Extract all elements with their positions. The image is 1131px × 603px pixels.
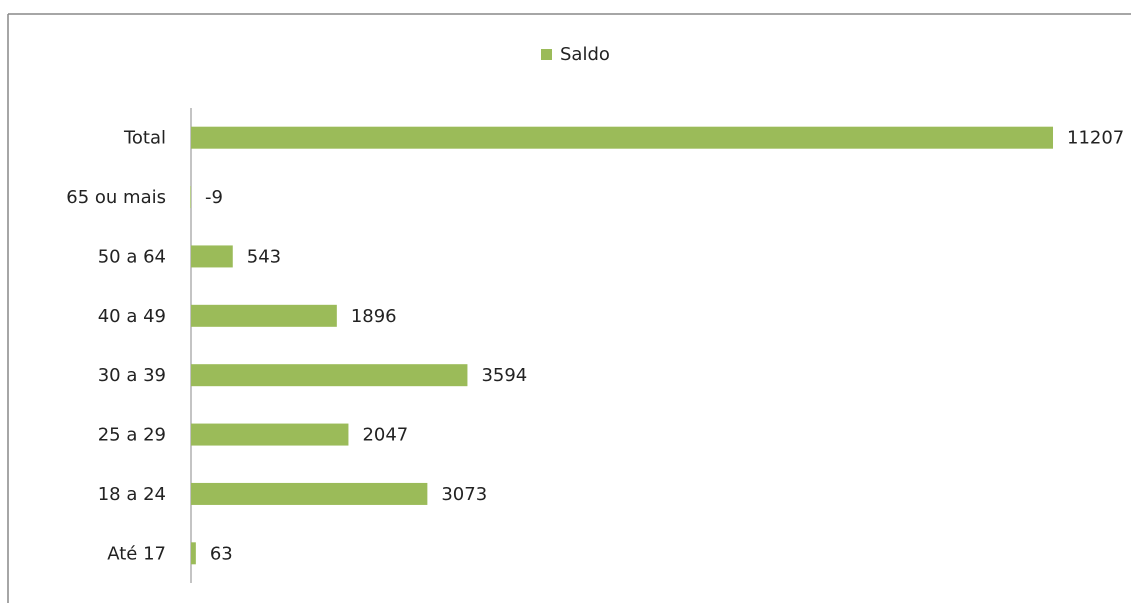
bar: [191, 245, 233, 268]
y-tick-label: Total: [123, 128, 166, 149]
y-tick-label: 40 a 49: [98, 306, 166, 327]
value-label: 3594: [481, 365, 527, 386]
bar: [191, 364, 468, 387]
value-label: 11207: [1067, 128, 1124, 149]
y-tick-label: Até 17: [107, 543, 166, 564]
y-tick-label: 30 a 39: [98, 365, 166, 386]
y-tick-label: 18 a 24: [98, 484, 166, 505]
value-label: 3073: [441, 484, 487, 505]
bar: [190, 186, 191, 209]
value-label: 1896: [351, 306, 397, 327]
legend-label: Saldo: [560, 44, 610, 65]
bar: [191, 542, 196, 565]
value-label: -9: [205, 187, 223, 208]
y-tick-label: 65 ou mais: [66, 187, 166, 208]
legend-swatch: [541, 49, 552, 60]
bar: [191, 482, 428, 505]
value-label: 2047: [362, 425, 408, 446]
value-label: 63: [210, 543, 233, 564]
bar: [191, 126, 1054, 149]
value-label: 543: [247, 246, 281, 267]
y-tick-label: 50 a 64: [98, 246, 166, 267]
bar: [191, 423, 349, 446]
bar: [191, 304, 337, 327]
y-tick-label: 25 a 29: [98, 425, 166, 446]
